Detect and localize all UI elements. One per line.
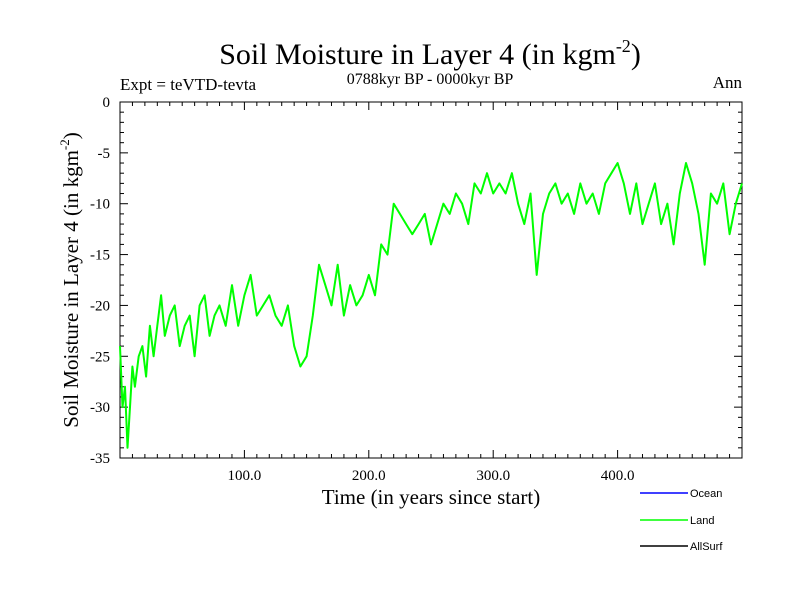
y-tick-label: -20 [90, 298, 110, 314]
legend: Ocean Land AllSurf [640, 488, 723, 553]
chart-title: Soil Moisture in Layer 4 (in kgm-2) [219, 36, 641, 71]
x-tick-label: 200.0 [352, 468, 386, 484]
legend-label-allsurf: AllSurf [690, 541, 723, 553]
y-tick-label: -25 [90, 349, 110, 365]
y-axis-label: Soil Moisture in Layer 4 (in kgm-2) [57, 132, 83, 427]
y-tick-label: -15 [90, 248, 110, 264]
x-tick-label: 100.0 [228, 468, 262, 484]
y-tick-label: -35 [90, 451, 110, 467]
legend-label-land: Land [690, 515, 714, 527]
experiment-label: Expt = teVTD-tevta [120, 75, 257, 94]
y-tick-label: -5 [98, 146, 111, 162]
series-line-land [119, 162, 743, 449]
y-tick-label: -10 [90, 197, 110, 213]
y-axis: 0 -5 -10 -15 -20 -25 -30 -35 [90, 95, 742, 467]
season-label: Ann [713, 73, 743, 92]
y-tick-label: -30 [90, 400, 110, 416]
x-axis-label: Time (in years since start) [322, 485, 541, 509]
y-tick-label: 0 [103, 95, 111, 111]
time-range-label: 0788kyr BP - 0000kyr BP [347, 71, 514, 88]
x-tick-label: 400.0 [601, 468, 635, 484]
legend-label-ocean: Ocean [690, 488, 722, 500]
x-axis: 100.0 200.0 300.0 400.0 [131, 102, 731, 484]
plot-frame [119, 101, 743, 459]
x-tick-label: 300.0 [476, 468, 510, 484]
